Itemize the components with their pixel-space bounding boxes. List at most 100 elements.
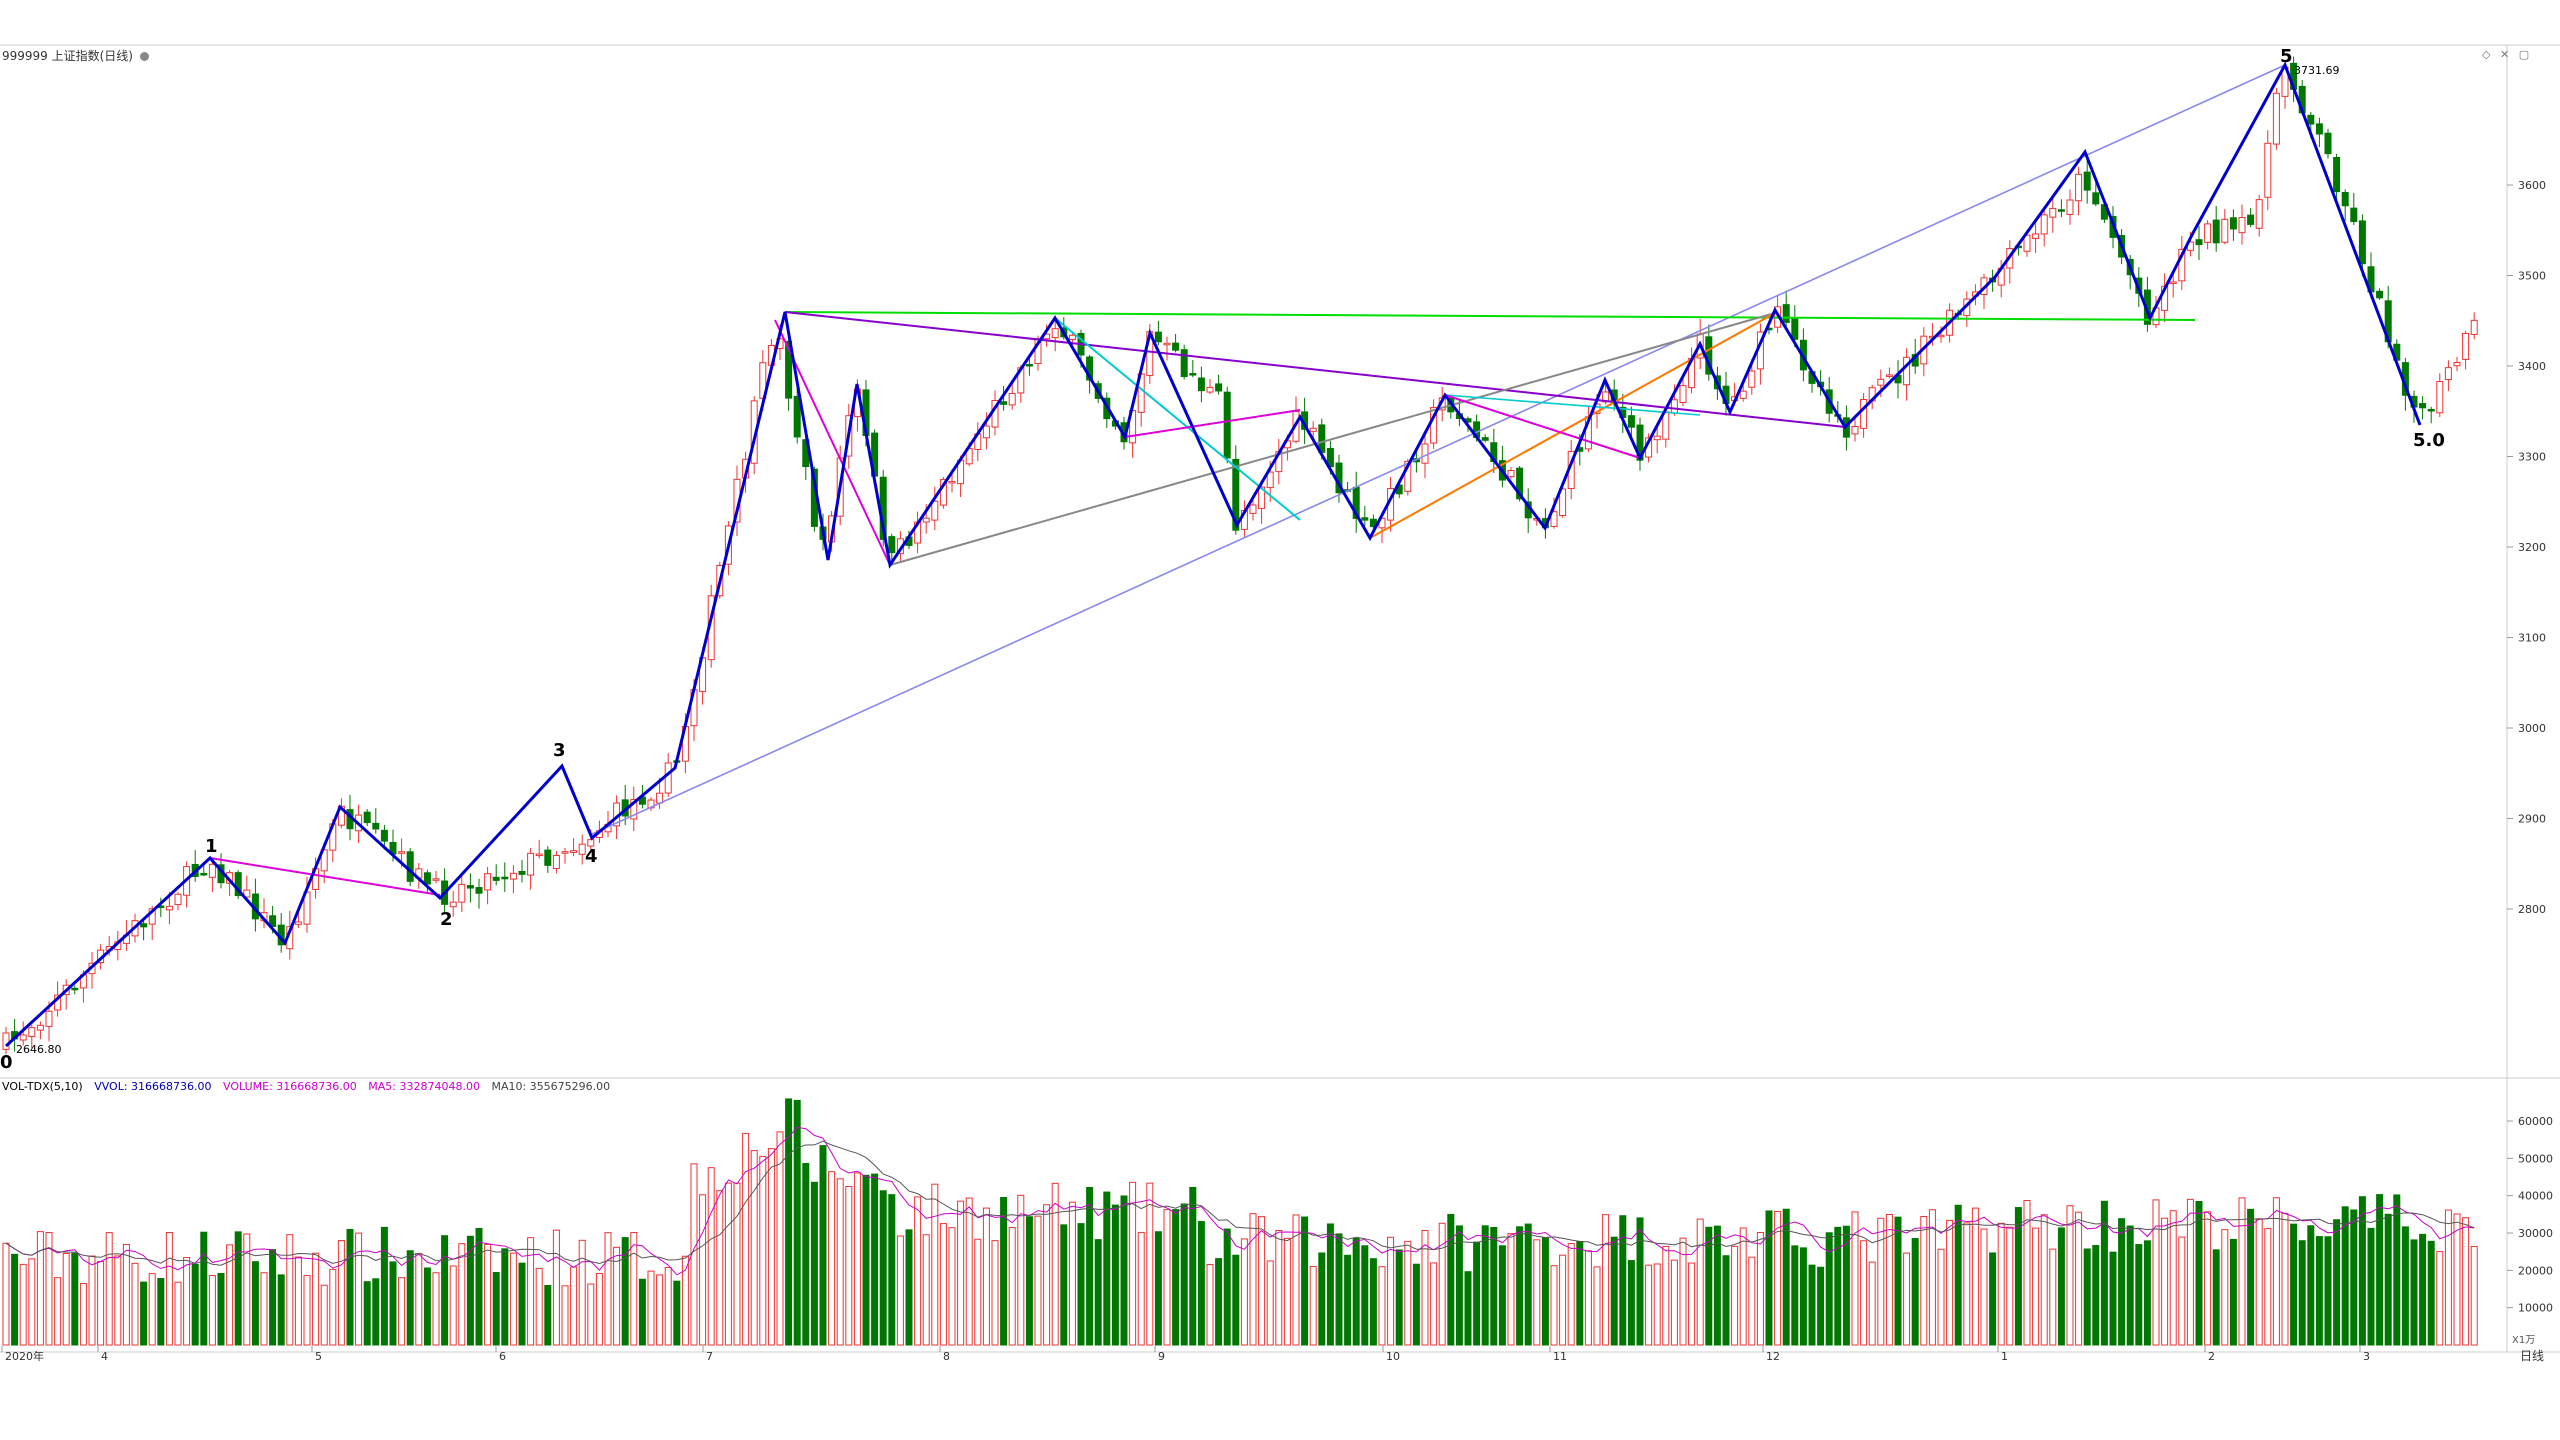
vol-indicator-name[interactable]: VOL-TDX(5,10)	[2, 1080, 83, 1093]
volume-bar	[2298, 1240, 2306, 1346]
candle-body	[1051, 328, 1059, 339]
volume-bar	[656, 1274, 664, 1346]
volume-bar	[71, 1252, 79, 1346]
time-tick-label: 2	[2208, 1350, 2215, 1363]
candle-body	[165, 905, 173, 911]
volume-axis: 10000 20000 30000 40000 50000 60000	[2507, 1115, 2553, 1315]
volume-bar	[1146, 1182, 1154, 1346]
candle-body	[2204, 223, 2212, 243]
volume-bar	[621, 1237, 629, 1346]
volume-bar	[836, 1178, 844, 1346]
wave-label: 0	[0, 1052, 13, 1073]
candle-body	[1481, 437, 1489, 441]
volume-bar	[2307, 1225, 2315, 1346]
period-button[interactable]: 日线	[2520, 1349, 2544, 1363]
volume-bar	[767, 1148, 775, 1346]
volume-bar	[1361, 1245, 1369, 1346]
volume-bar	[1722, 1255, 1730, 1346]
candle-body	[2169, 281, 2177, 284]
volume-bar	[802, 1163, 810, 1346]
trend-line	[784, 311, 2196, 321]
volume-bar	[1473, 1241, 1481, 1346]
volume-bar	[415, 1253, 423, 1346]
restore-icon[interactable]: ▢	[2518, 48, 2530, 61]
volume-bar	[2281, 1212, 2289, 1346]
price-annotations: 2646.80 3731.69	[16, 64, 2340, 1056]
volume-bar	[458, 1243, 466, 1346]
candle-body	[2462, 332, 2470, 360]
volume-bar	[1412, 1263, 1420, 1346]
volume-bar	[2212, 1249, 2220, 1346]
gear-icon[interactable]	[139, 52, 149, 61]
volume-bar	[1842, 1225, 1850, 1346]
close-icon[interactable]: ✕	[2499, 48, 2510, 61]
candle-body	[458, 884, 466, 903]
time-tick-label: 8	[943, 1350, 950, 1363]
candle-body	[2229, 217, 2237, 230]
volume-bar	[1335, 1233, 1343, 1346]
volume-bar	[2092, 1245, 2100, 1346]
volume-bar	[1602, 1214, 1610, 1346]
volume-bar	[647, 1270, 655, 1346]
time-tick-label: 10	[1386, 1350, 1400, 1363]
candle-body	[243, 889, 251, 898]
volume-bar	[1868, 1261, 1876, 1346]
candle-body	[2436, 381, 2444, 414]
volume-bar	[2358, 1196, 2366, 1346]
volume-bar	[1025, 1216, 1033, 1346]
candle-body	[1206, 386, 1214, 393]
volume-bar	[1834, 1226, 1842, 1346]
volume-bar	[1619, 1215, 1627, 1346]
volume-bar	[2006, 1226, 2014, 1346]
candle-body	[492, 876, 500, 881]
candle-body	[1516, 467, 1524, 500]
vol-ma5-line	[5, 1126, 2475, 1276]
volume-bar	[1688, 1262, 1696, 1346]
volume-tick-label: 10000	[2518, 1302, 2553, 1315]
volume-bar	[1636, 1217, 1644, 1346]
wave-label: 2	[440, 909, 453, 930]
volume-bar	[191, 1263, 199, 1346]
volume-bar	[1713, 1225, 1721, 1346]
volume-bar	[1111, 1204, 1119, 1346]
candle-body	[475, 887, 483, 894]
volume-bar	[492, 1272, 500, 1346]
volume-bar	[1378, 1266, 1386, 1346]
volume-bar	[604, 1232, 612, 1346]
candle-body	[1361, 517, 1369, 521]
volume-bar	[1662, 1245, 1670, 1346]
candle-body	[888, 536, 896, 554]
volume-bar	[432, 1272, 440, 1346]
volume-bar	[2152, 1199, 2160, 1346]
volume-bar	[2436, 1251, 2444, 1346]
volume-bar	[441, 1235, 449, 1346]
volume-bar	[1928, 1209, 1936, 1346]
volume-bar	[380, 1226, 388, 1346]
volume-bar	[2109, 1251, 2117, 1346]
volume-bar	[750, 1150, 758, 1346]
candle-body	[1937, 334, 1945, 338]
volume-bar	[1464, 1271, 1472, 1346]
volume-bar	[1051, 1182, 1059, 1346]
volume-bar	[1799, 1247, 1807, 1346]
diamond-icon[interactable]: ◇	[2482, 48, 2491, 61]
volume-bar	[613, 1246, 621, 1346]
volume-bar	[2333, 1219, 2341, 1346]
volume-bar	[939, 1223, 947, 1346]
volume-bar	[2126, 1225, 2134, 1346]
volume-bar	[2393, 1194, 2401, 1346]
volume-bar	[1524, 1223, 1532, 1346]
volume-bar	[346, 1228, 354, 1346]
candle-body	[1163, 342, 1171, 346]
volume-bar	[1533, 1239, 1541, 1346]
candle-body	[406, 851, 414, 882]
volume-bar	[2376, 1194, 2384, 1346]
volume-bar	[1963, 1222, 1971, 1346]
price-tick-label: 3300	[2518, 451, 2546, 464]
volume-bar	[957, 1200, 965, 1346]
candle-body	[45, 1010, 53, 1027]
volume-bar	[2049, 1248, 2057, 1346]
volume-bar	[2014, 1207, 2022, 1346]
candle-body	[466, 885, 474, 889]
